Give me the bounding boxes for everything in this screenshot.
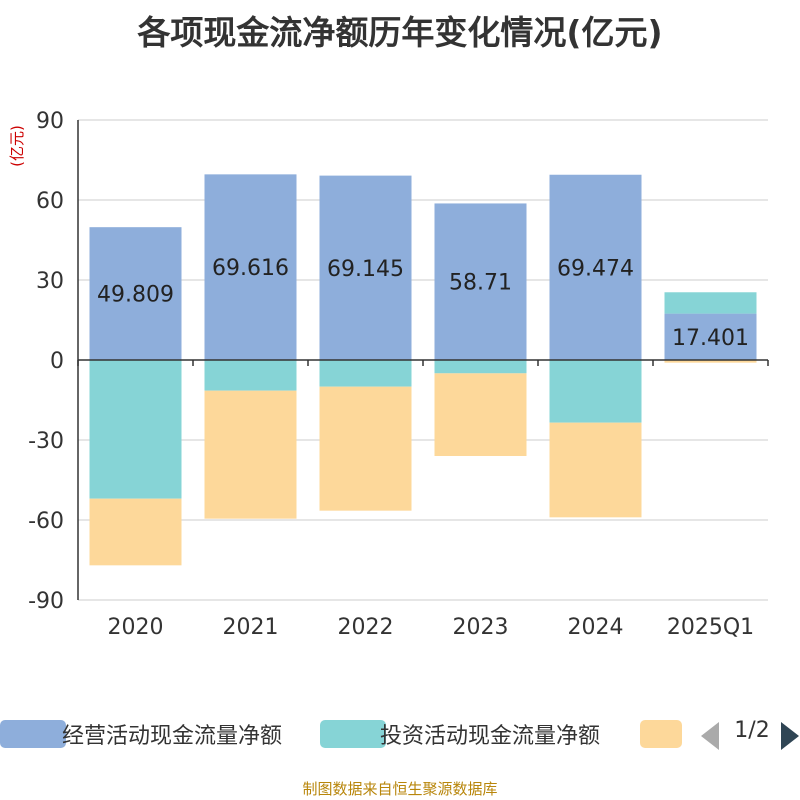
- legend-next-page-icon[interactable]: [781, 722, 799, 750]
- legend-label-investing: 投资活动现金流量净额: [380, 724, 601, 749]
- bar-series1-2020: [89, 360, 182, 499]
- x-tick-label: 2020: [108, 615, 164, 640]
- bar-series1-2023: [434, 360, 527, 374]
- bar-series2-2025Q1: [664, 360, 757, 363]
- y-axis-unit-label: (亿元): [8, 125, 26, 167]
- y-tick-label: 90: [36, 109, 64, 134]
- bar-series0-2024: [549, 174, 642, 360]
- x-tick-label: 2025Q1: [667, 615, 754, 640]
- data-label: 58.71: [449, 271, 512, 296]
- legend: 经营活动现金流量净额 投资活动现金流量净额: [0, 716, 800, 752]
- bar-series1-2021: [204, 360, 297, 391]
- data-label: 69.616: [212, 256, 289, 281]
- legend-swatch-financing: [640, 720, 682, 748]
- bar-series0-2025Q1: [664, 313, 757, 360]
- bar-series2-2022: [319, 386, 412, 511]
- y-tick-label: -30: [28, 429, 64, 454]
- bar-series0-2023: [434, 203, 527, 360]
- data-label: 17.401: [672, 326, 749, 351]
- legend-swatch-operating: [0, 720, 66, 748]
- bar-series0-2022: [319, 175, 412, 360]
- bar-series2-2021: [204, 390, 297, 519]
- y-tick-label: 0: [50, 349, 64, 374]
- y-tick-label: -90: [28, 589, 64, 614]
- legend-swatch-investing: [320, 720, 386, 748]
- bar-series0-2021: [204, 174, 297, 360]
- y-tick-label: 60: [36, 189, 64, 214]
- data-source-note: 制图数据来自恒生聚源数据库: [302, 780, 498, 798]
- chart-title: 各项现金流净额历年变化情况(亿元): [137, 13, 663, 52]
- x-tick-label: 2024: [568, 615, 624, 640]
- data-label: 69.474: [557, 256, 634, 281]
- y-tick-label: -60: [28, 509, 64, 534]
- y-tick-label: 30: [36, 269, 64, 294]
- legend-prev-page-icon[interactable]: [701, 722, 719, 750]
- legend-page-indicator: 1/2: [734, 718, 770, 743]
- bar-series2-2023: [434, 373, 527, 456]
- bar-series2-2020: [89, 498, 182, 566]
- x-tick-label: 2023: [453, 615, 509, 640]
- x-tick-label: 2022: [338, 615, 394, 640]
- bar-series1-2025Q1: [664, 292, 757, 314]
- chart-area: 90 60 30 0 -30 -60 -90 (亿元) 49.809 69.616 69.145 58…: [8, 109, 769, 640]
- legend-label-operating: 经营活动现金流量净额: [62, 724, 283, 749]
- data-label: 49.809: [97, 283, 174, 308]
- bar-series1-2022: [319, 360, 412, 387]
- bar-series2-2024: [549, 422, 642, 518]
- data-label: 69.145: [327, 257, 404, 282]
- bar-series1-2024: [549, 360, 642, 423]
- x-tick-label: 2021: [223, 615, 279, 640]
- bar-series0-2020: [89, 227, 182, 360]
